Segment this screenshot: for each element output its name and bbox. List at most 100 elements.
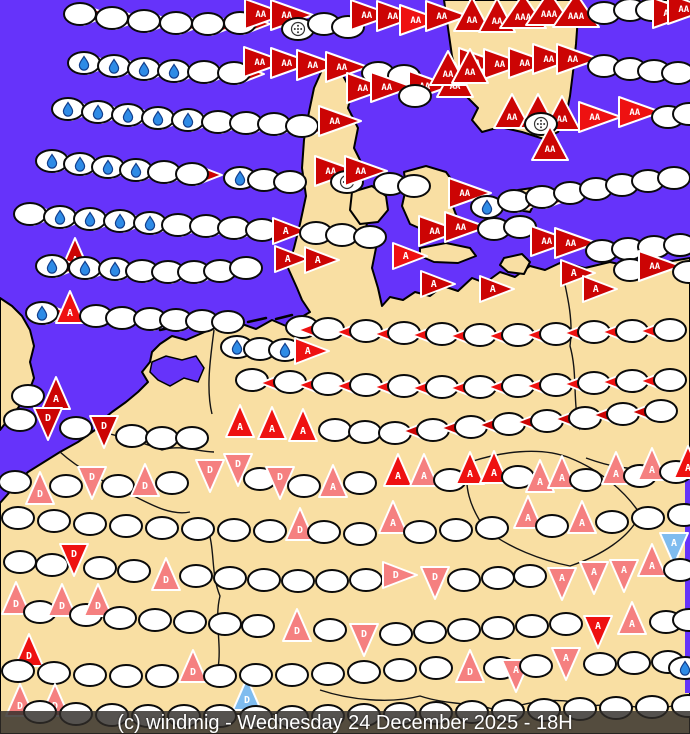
pennant-label: AA	[443, 70, 454, 80]
wind-ellipse	[353, 225, 387, 249]
wind-pennant-triangle	[508, 47, 552, 79]
wind-ellipse	[275, 663, 309, 687]
wind-pennant-triangle	[560, 259, 596, 287]
wind-pennant-triangle	[673, 445, 690, 479]
pennant-label: A	[629, 619, 635, 630]
wind-pennant-triangle	[448, 177, 492, 209]
caption-bar: (c) windmig - Wednesday 24 December 2025…	[0, 711, 690, 734]
raindrop-icon	[481, 199, 493, 215]
fog-icon-dot	[540, 119, 542, 122]
wind-pennant-triangle	[47, 583, 77, 617]
pennant-label: D	[244, 695, 250, 706]
raindrop-icon	[234, 170, 246, 186]
pennant-label: AA	[357, 84, 368, 94]
pennant-label: AA	[436, 12, 447, 22]
fog-icon	[290, 21, 306, 37]
pennant-label: AA	[649, 262, 660, 272]
wind-ellipse	[347, 660, 381, 684]
wind-pennant-triangle	[637, 543, 667, 577]
wind-ellipse	[63, 2, 97, 26]
pennant-label: AAA	[541, 10, 558, 20]
pennant-label: AAA	[515, 13, 532, 23]
wind-pennant-triangle	[409, 453, 439, 487]
pennant-label: D	[297, 525, 303, 536]
pennant-label: AA	[361, 11, 372, 21]
wind-ellipse	[35, 553, 69, 577]
wind-ellipse	[349, 568, 383, 592]
wind-ellipse	[73, 663, 107, 687]
wind-pennant-triangle	[178, 649, 208, 683]
wind-ellipse	[447, 618, 481, 642]
fog-icon-dot	[297, 31, 299, 34]
pennant-label: D	[26, 651, 32, 662]
pennant-label: A	[431, 279, 437, 290]
pennant-label: A	[513, 665, 519, 676]
wind-ellipse	[213, 566, 247, 590]
wind-ellipse	[253, 519, 287, 543]
wind-ellipse	[127, 9, 161, 33]
pennant-label: AAA	[568, 12, 585, 22]
pennant-label: D	[361, 629, 367, 640]
wind-ellipse	[247, 568, 281, 592]
wind-pennant-triangle	[378, 500, 408, 534]
wind-ellipse	[37, 661, 71, 685]
wind-ellipse	[145, 426, 179, 450]
wind-ellipse	[217, 216, 251, 240]
wind-ellipse	[281, 569, 315, 593]
raindrop-icon	[46, 153, 58, 169]
pennant-label: A	[613, 469, 619, 480]
pennant-label: AA	[281, 59, 292, 69]
raindrop-icon	[92, 104, 104, 120]
border-line	[559, 261, 581, 431]
wind-pennant-triangle	[420, 566, 450, 600]
wind-pennant-triangle	[451, 48, 489, 84]
pennant-label: AA	[465, 68, 476, 78]
wind-ellipse	[657, 166, 690, 190]
wind-ellipse	[189, 214, 223, 238]
wind-ellipse	[419, 656, 453, 680]
wind-pennant-triangle	[638, 250, 682, 282]
wind-pennant-triangle	[55, 290, 85, 324]
wind-pennant-triangle	[618, 96, 662, 128]
pennant-label: D	[467, 667, 473, 678]
pennant-label: A	[649, 561, 655, 572]
wind-pennant-triangle	[455, 451, 485, 485]
pennant-label: A	[593, 284, 599, 295]
pennant-label: A	[395, 471, 401, 482]
island-dash	[274, 313, 294, 321]
pennant-label: A	[685, 463, 690, 474]
pennant-label: AA	[459, 189, 470, 199]
wind-ellipse	[568, 406, 602, 430]
wind-ellipse	[287, 474, 321, 498]
wind-pennant-triangle	[257, 406, 287, 440]
raindrop-icon	[114, 213, 126, 229]
symbol-row: D D D D A A A A	[3, 543, 690, 601]
wind-ellipse	[663, 558, 690, 582]
wind-pennant-triangle	[77, 466, 107, 500]
pennant-label: A	[537, 477, 543, 488]
fog-icon	[533, 116, 549, 132]
wind-ellipse	[379, 622, 413, 646]
wind-pennant-triangle	[151, 557, 181, 591]
wind-ellipse	[285, 114, 319, 138]
wind-ellipse	[413, 620, 447, 644]
wind-ellipse	[343, 471, 377, 495]
pennant-label: AA	[557, 115, 568, 125]
pennant-label: D	[190, 667, 196, 678]
pennant-label: AA	[455, 223, 466, 233]
wind-pennant-triangle	[318, 105, 362, 137]
wind-pennant-triangle	[350, 0, 394, 31]
wind-pennant-triangle	[547, 567, 577, 601]
wind-ellipse	[311, 662, 345, 686]
wind-ellipse	[403, 520, 437, 544]
wind-pennant-triangle	[578, 101, 622, 133]
wind-pennant-triangle	[265, 466, 295, 500]
raindrop-icon	[279, 342, 291, 358]
wind-pennant-triangle	[418, 215, 462, 247]
wind-pennant-triangle	[282, 608, 312, 642]
pennant-label: A	[595, 621, 601, 632]
pennant-label: A	[467, 469, 473, 480]
